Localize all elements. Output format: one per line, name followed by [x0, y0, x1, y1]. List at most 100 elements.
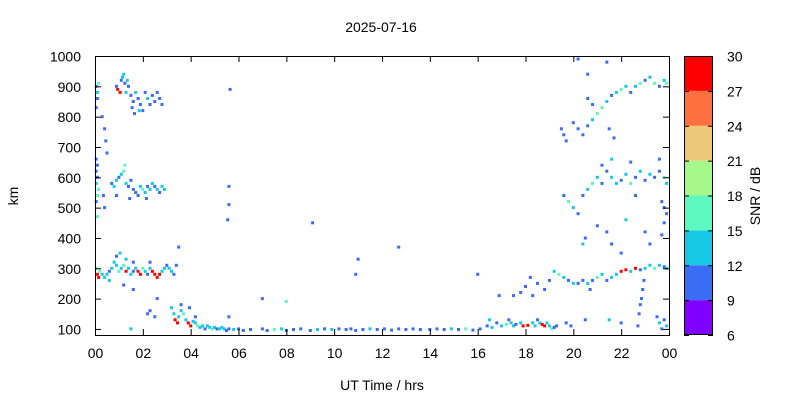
data-point	[155, 187, 159, 191]
data-point	[94, 200, 98, 204]
data-point	[586, 124, 590, 128]
data-point	[619, 251, 623, 255]
data-point	[153, 315, 157, 319]
data-point	[576, 212, 580, 216]
data-point	[141, 266, 145, 270]
data-point	[188, 306, 191, 310]
data-point	[637, 312, 641, 316]
data-point	[284, 300, 288, 304]
data-point	[124, 90, 128, 94]
x-tick-label: 10	[327, 345, 343, 361]
data-point	[107, 269, 111, 273]
data-point	[634, 175, 637, 179]
data-point	[591, 118, 594, 122]
data-point	[124, 181, 128, 185]
data-point	[605, 230, 609, 234]
data-point	[176, 321, 179, 325]
data-point	[115, 178, 118, 182]
data-point	[237, 327, 240, 331]
x-tick-label: 18	[518, 345, 534, 361]
data-point	[153, 100, 157, 103]
data-point	[641, 288, 645, 291]
y-tick-label: 1000	[50, 49, 81, 65]
colorbar-tick-label: 30	[727, 49, 743, 65]
data-point	[657, 263, 661, 267]
data-point	[136, 269, 140, 273]
data-point	[104, 139, 108, 143]
data-point	[648, 75, 652, 79]
data-point	[397, 327, 401, 331]
colorbar-label: SNR / dB	[747, 167, 763, 225]
x-tick-label: 02	[136, 345, 152, 361]
data-point	[134, 266, 138, 270]
data-point	[591, 181, 594, 185]
data-point	[94, 181, 98, 185]
data-point	[490, 325, 494, 329]
x-axis-label: UT Time / hrs	[340, 377, 424, 393]
data-point	[581, 194, 585, 197]
data-point	[129, 93, 133, 97]
data-point	[228, 87, 232, 91]
data-point	[586, 97, 590, 100]
data-point	[134, 191, 138, 194]
y-tick-label: 700	[58, 139, 82, 155]
data-point	[657, 84, 661, 88]
data-point	[555, 324, 559, 328]
colorbar-tick-label: 24	[727, 118, 743, 134]
data-point	[600, 272, 604, 276]
data-point	[138, 103, 142, 106]
data-point	[129, 327, 133, 331]
data-point	[292, 328, 295, 331]
data-point	[182, 312, 185, 316]
data-point	[428, 328, 432, 331]
data-point	[595, 175, 599, 179]
data-point	[624, 218, 628, 222]
data-point	[227, 315, 231, 319]
data-point	[586, 72, 590, 76]
data-point	[586, 281, 590, 285]
data-point	[112, 184, 116, 188]
data-point	[122, 72, 126, 76]
data-point	[662, 318, 666, 322]
data-point	[547, 324, 551, 328]
data-point	[148, 309, 152, 313]
data-point	[610, 242, 614, 246]
data-point	[177, 315, 181, 319]
data-point	[648, 263, 652, 267]
data-point	[449, 327, 453, 331]
data-point	[512, 294, 515, 298]
data-point	[653, 266, 657, 270]
data-point	[610, 157, 614, 161]
data-point	[634, 266, 637, 270]
data-point	[361, 328, 365, 331]
y-tick-label: 400	[58, 230, 82, 246]
data-point	[397, 245, 401, 249]
data-point	[103, 127, 107, 131]
data-point	[122, 283, 126, 287]
data-point	[457, 328, 460, 331]
data-point	[531, 294, 535, 298]
data-point	[368, 327, 372, 331]
data-point	[150, 269, 154, 273]
data-point	[232, 328, 236, 331]
data-point	[105, 272, 109, 276]
data-point	[638, 81, 642, 85]
data-point	[131, 260, 135, 264]
data-point	[162, 187, 166, 191]
data-point	[137, 109, 141, 113]
data-point	[562, 194, 566, 197]
data-point	[521, 324, 525, 328]
data-point	[143, 90, 147, 94]
data-point	[571, 281, 575, 285]
data-point	[124, 257, 128, 261]
data-point	[648, 242, 652, 246]
data-point	[184, 318, 188, 322]
data-point	[382, 327, 386, 331]
data-point	[660, 327, 664, 331]
data-point	[643, 230, 647, 234]
data-point	[134, 90, 138, 94]
data-point	[507, 318, 511, 322]
data-point	[146, 97, 150, 100]
data-point	[299, 327, 303, 331]
data-point	[115, 263, 118, 267]
